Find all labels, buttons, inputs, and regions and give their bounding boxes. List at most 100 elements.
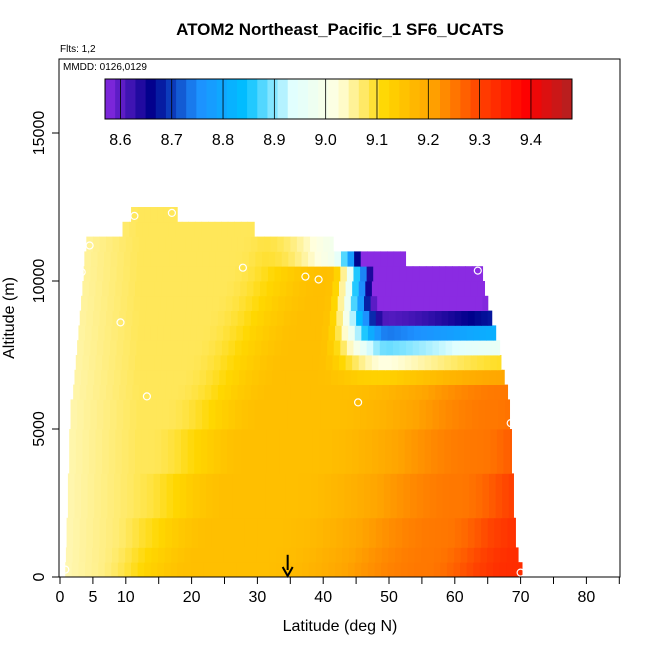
colorbar-tick-label: 9.1 xyxy=(366,132,388,149)
heatmap-cell xyxy=(396,369,405,385)
heatmap-cell xyxy=(312,281,320,297)
heatmap-cell xyxy=(154,355,162,371)
heatmap-cell xyxy=(169,266,177,282)
heatmap-cell xyxy=(367,251,375,267)
heatmap-cell xyxy=(452,399,460,430)
heatmap-cell xyxy=(316,236,324,252)
heatmap-cell xyxy=(95,281,103,297)
colorbar-segment xyxy=(267,79,279,119)
heatmap-cell xyxy=(269,547,278,563)
heatmap-cell xyxy=(357,473,365,519)
heatmap-cell xyxy=(283,547,291,563)
heatmap-cell xyxy=(229,325,237,341)
heatmap-cell xyxy=(365,429,373,474)
heatmap-cell xyxy=(65,547,74,563)
heatmap-cell xyxy=(185,384,193,400)
heatmap-cell xyxy=(99,384,107,400)
heatmap-cell xyxy=(165,384,173,400)
heatmap-cell xyxy=(212,295,220,311)
heatmap-cell xyxy=(110,266,118,282)
colorbar-segment xyxy=(521,79,532,119)
heatmap-cell xyxy=(431,429,439,474)
heatmap-cell xyxy=(454,547,462,563)
heatmap-cell xyxy=(191,384,199,400)
heatmap-cell xyxy=(125,310,133,326)
heatmap-cell xyxy=(162,399,170,430)
heatmap-cell xyxy=(461,310,469,326)
heatmap-cell xyxy=(369,310,377,326)
heatmap-cell xyxy=(356,517,364,548)
heatmap-cell xyxy=(102,429,110,474)
heatmap-cell xyxy=(246,281,255,297)
heatmap-cell xyxy=(95,429,103,474)
colorbar-segment xyxy=(379,79,390,119)
heatmap-cell xyxy=(286,429,294,474)
heatmap-cell xyxy=(307,266,315,282)
heatmap-cell xyxy=(154,281,162,297)
heatmap-cell xyxy=(490,429,498,474)
heatmap-cell xyxy=(138,384,147,400)
heatmap-cell xyxy=(190,325,198,341)
heatmap-cell xyxy=(185,236,193,252)
heatmap-cell xyxy=(171,384,180,400)
heatmap-cell xyxy=(270,236,278,252)
heatmap-cell xyxy=(448,384,456,400)
heatmap-cell xyxy=(174,281,182,297)
heatmap-cell xyxy=(328,325,336,341)
heatmap-cell xyxy=(265,369,273,385)
heatmap-cell xyxy=(138,547,146,563)
colorbar-segment xyxy=(460,79,471,119)
heatmap-cell xyxy=(345,355,353,371)
heatmap-cell xyxy=(271,295,280,311)
heatmap-cell xyxy=(313,266,322,282)
colorbar-segment xyxy=(409,79,421,119)
colorbar-segment xyxy=(318,79,329,119)
heatmap-cell xyxy=(217,547,225,563)
heatmap-cell xyxy=(346,266,355,282)
heatmap-cell xyxy=(194,355,202,371)
heatmap-cell xyxy=(90,266,98,282)
heatmap-cell xyxy=(86,517,94,548)
heatmap-cell xyxy=(423,473,431,519)
heatmap-cell xyxy=(371,355,380,371)
measurement-point xyxy=(61,565,70,574)
heatmap-cell xyxy=(407,325,415,341)
heatmap-cell xyxy=(192,295,201,311)
heatmap-cell xyxy=(235,340,243,356)
heatmap-cell xyxy=(86,310,94,326)
heatmap-cell xyxy=(379,340,387,356)
heatmap-cell xyxy=(238,369,247,385)
heatmap-cell xyxy=(496,355,502,371)
heatmap-cell xyxy=(191,310,199,326)
heatmap-cell xyxy=(316,517,324,548)
colorbar-segment xyxy=(440,79,451,119)
heatmap-cell xyxy=(276,547,284,563)
heatmap-cell xyxy=(494,384,502,400)
heatmap-cell xyxy=(481,517,489,548)
heatmap-cell xyxy=(485,399,493,430)
heatmap-cell xyxy=(385,429,393,474)
x-tick-label: 0 xyxy=(56,589,65,606)
heatmap-cell xyxy=(270,517,278,548)
heatmap-cell xyxy=(292,355,301,371)
heatmap-cell xyxy=(71,562,80,578)
heatmap-cell xyxy=(352,429,360,474)
heatmap-cell xyxy=(167,429,176,474)
heatmap-cell xyxy=(286,281,294,297)
heatmap-cell xyxy=(364,473,372,519)
heatmap-cell xyxy=(349,384,357,400)
heatmap-cell xyxy=(214,221,222,237)
heatmap-cell xyxy=(283,310,291,326)
x-axis: 0 5 10 20 30 40 50 60 70 80 xyxy=(56,577,620,606)
heatmap-cell xyxy=(452,340,460,356)
heatmap-cell xyxy=(449,369,457,385)
heatmap-cell xyxy=(164,547,172,563)
heatmap-cell xyxy=(92,547,100,563)
heatmap-cell xyxy=(231,517,239,548)
heatmap-cell xyxy=(166,473,174,519)
heatmap-cell xyxy=(112,310,120,326)
heatmap-cell xyxy=(375,547,383,563)
heatmap-cell xyxy=(173,369,181,385)
heatmap-cell xyxy=(394,547,403,563)
heatmap-cell xyxy=(233,429,241,474)
